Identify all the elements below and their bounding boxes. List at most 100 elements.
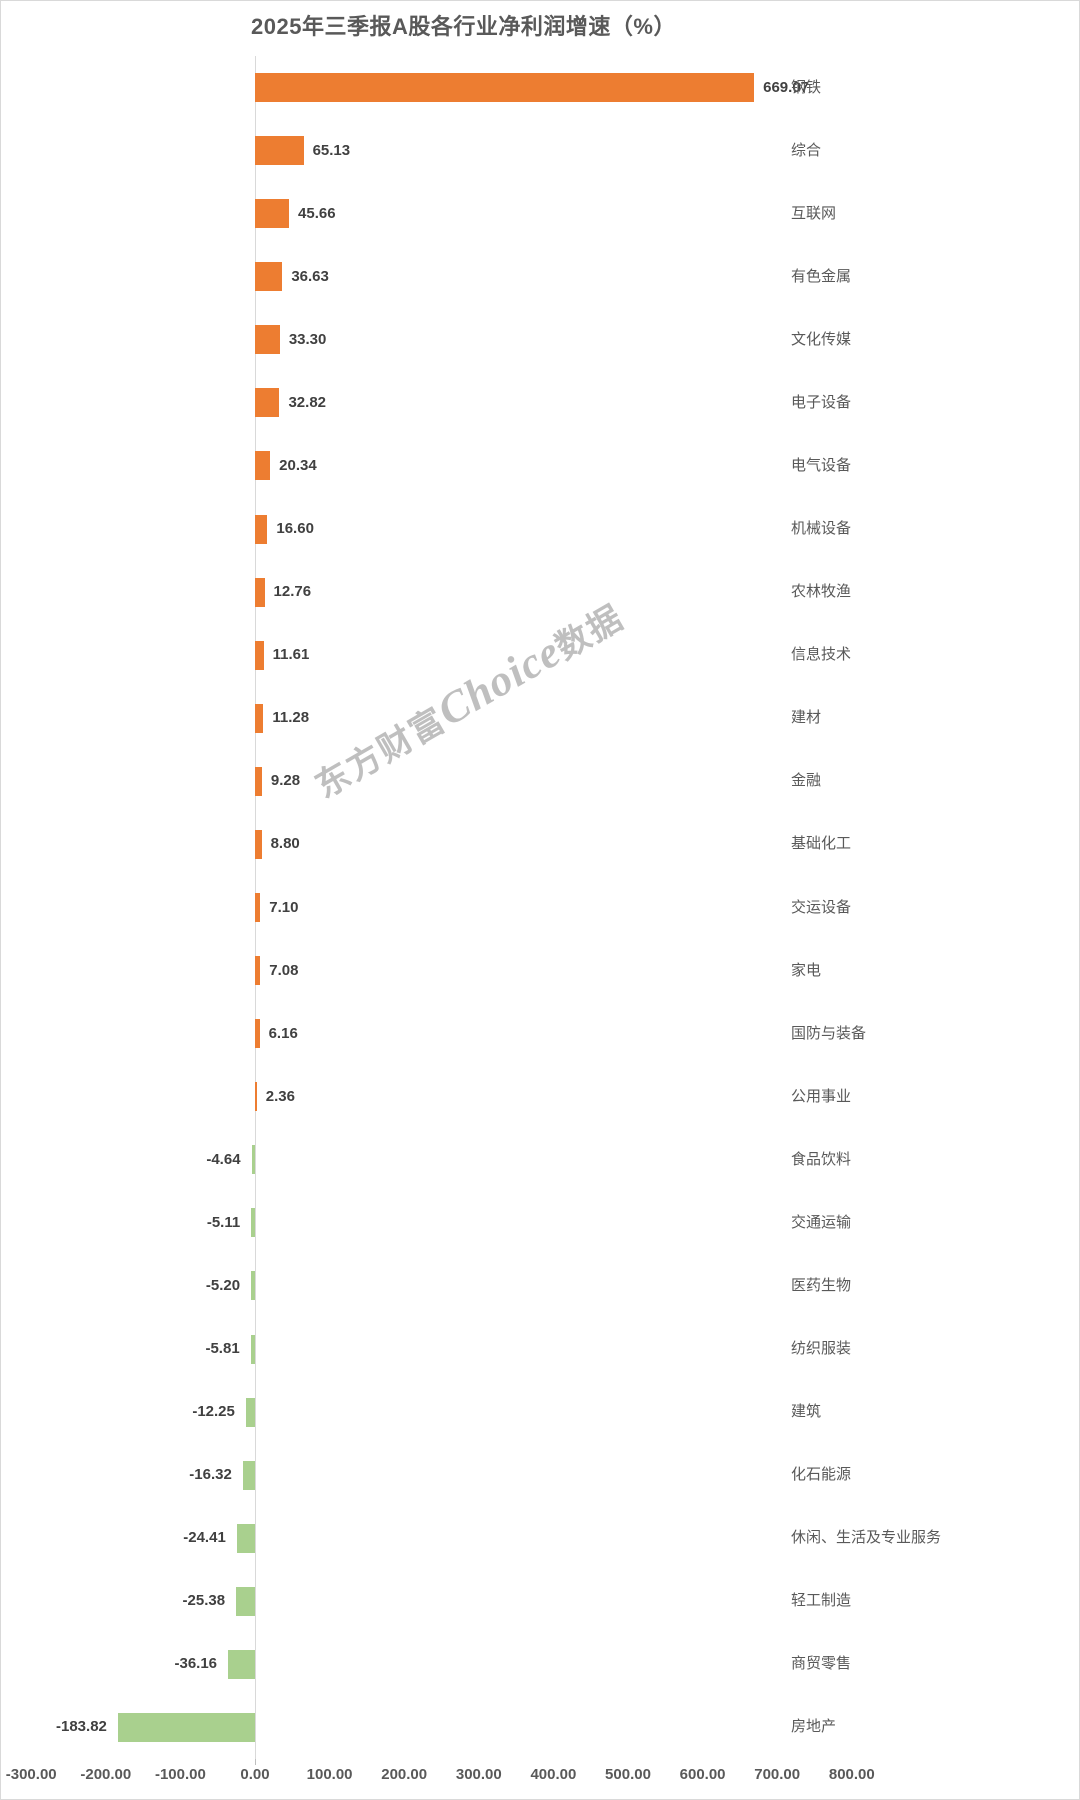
bar [255, 73, 755, 103]
x-tick-label: 100.00 [306, 1766, 353, 1783]
category-label: 互联网 [791, 204, 837, 222]
category-label: 医药生物 [791, 1276, 852, 1294]
category-label: 文化传媒 [791, 330, 852, 348]
x-tick-label: 0.00 [240, 1766, 270, 1783]
x-tick-label: -100.00 [154, 1766, 206, 1783]
value-label: 2.36 [265, 1087, 295, 1105]
x-tick-label: 200.00 [381, 1766, 428, 1783]
category-label: 交通运输 [791, 1213, 852, 1231]
value-label: -36.16 [174, 1655, 218, 1673]
value-label: 8.80 [270, 835, 300, 853]
bar [255, 325, 280, 355]
value-label: -16.32 [189, 1466, 232, 1484]
bar [255, 199, 290, 229]
category-label: 电气设备 [791, 456, 852, 474]
value-label: 65.13 [312, 141, 351, 159]
value-label: 669.07 [763, 78, 810, 96]
value-label: 36.63 [291, 267, 329, 285]
category-label: 钢铁 [791, 78, 822, 96]
category-label: 家电 [791, 961, 822, 979]
category-label: 基础化工 [791, 835, 852, 853]
value-label: 16.60 [276, 520, 314, 538]
category-label: 建筑 [791, 1403, 822, 1421]
watermark-suffix: 数据 [549, 598, 631, 668]
x-tick-label: -200.00 [80, 1766, 132, 1783]
bar [117, 1712, 255, 1742]
watermark-brand: Choice [429, 626, 570, 736]
bar [255, 577, 265, 607]
value-label: 20.34 [279, 456, 317, 474]
chart-title: 2025年三季报A股各行业净利润增速（%） [251, 14, 676, 39]
category-label: 机械设备 [791, 520, 852, 538]
category-label: 建材 [791, 709, 822, 727]
x-tick-label: -300.00 [5, 1766, 57, 1783]
category-label: 商贸零售 [791, 1655, 852, 1673]
x-tick-label: 600.00 [679, 1766, 726, 1783]
x-tick-label: 800.00 [828, 1766, 875, 1783]
bar [251, 1145, 255, 1175]
value-label: -25.38 [182, 1592, 226, 1610]
value-label: 32.82 [288, 393, 327, 411]
bar [255, 829, 262, 859]
value-label: 33.30 [288, 330, 327, 348]
value-label: -5.11 [206, 1213, 241, 1231]
x-tick-label: 300.00 [455, 1766, 502, 1783]
value-label: 45.66 [298, 204, 336, 222]
value-label: 11.61 [272, 646, 310, 664]
bar [251, 1271, 255, 1301]
bar [255, 1082, 257, 1112]
category-label: 休闲、生活及专业服务 [791, 1529, 942, 1547]
bar [242, 1460, 255, 1490]
value-label: 9.28 [270, 772, 301, 790]
bar [255, 766, 262, 796]
value-label: -5.81 [205, 1340, 240, 1358]
category-label: 食品饮料 [791, 1150, 852, 1168]
value-label: 12.76 [273, 583, 312, 601]
value-label: -24.41 [183, 1529, 226, 1547]
value-label: -5.20 [205, 1276, 241, 1294]
category-label: 信息技术 [791, 646, 852, 664]
bar [245, 1397, 255, 1427]
category-label: 公用事业 [791, 1087, 852, 1105]
value-label: -12.25 [192, 1403, 235, 1421]
value-label: 6.16 [268, 1024, 298, 1042]
bar [251, 1208, 255, 1238]
category-label: 化石能源 [791, 1466, 852, 1484]
category-label: 综合 [791, 141, 822, 159]
bar [250, 1334, 255, 1364]
value-label: 7.08 [269, 961, 299, 979]
x-tick-label: 700.00 [754, 1766, 801, 1783]
axis-tick-mark [255, 1759, 256, 1765]
value-label: 11.28 [272, 709, 310, 727]
bar [236, 1523, 255, 1553]
x-tick-label: 400.00 [530, 1766, 577, 1783]
bar [255, 956, 261, 986]
category-label: 国防与装备 [791, 1024, 867, 1042]
bar [255, 893, 261, 922]
category-label: 电子设备 [791, 393, 852, 411]
bar [255, 262, 283, 292]
watermark-prefix: 东方财富 [309, 700, 453, 806]
category-label: 金融 [791, 772, 822, 790]
category-label: 轻工制造 [791, 1592, 852, 1610]
category-label: 农林牧渔 [791, 583, 852, 601]
category-label: 有色金属 [791, 267, 852, 285]
bar [255, 703, 264, 733]
bar [255, 1019, 260, 1049]
category-label: 房地产 [791, 1718, 837, 1736]
watermark: 东方财富Choice数据 [304, 590, 632, 809]
bar [255, 451, 271, 481]
bar [228, 1649, 255, 1679]
bar [255, 136, 304, 166]
value-label: -4.64 [206, 1150, 241, 1168]
bar [255, 514, 268, 544]
category-label: 交运设备 [791, 898, 852, 916]
bar [236, 1586, 255, 1616]
value-label: -183.82 [56, 1718, 107, 1736]
bar [255, 640, 264, 670]
bar [255, 388, 280, 418]
x-tick-label: 500.00 [605, 1766, 651, 1783]
category-label: 纺织服装 [791, 1340, 852, 1358]
value-label: 7.10 [269, 898, 299, 916]
